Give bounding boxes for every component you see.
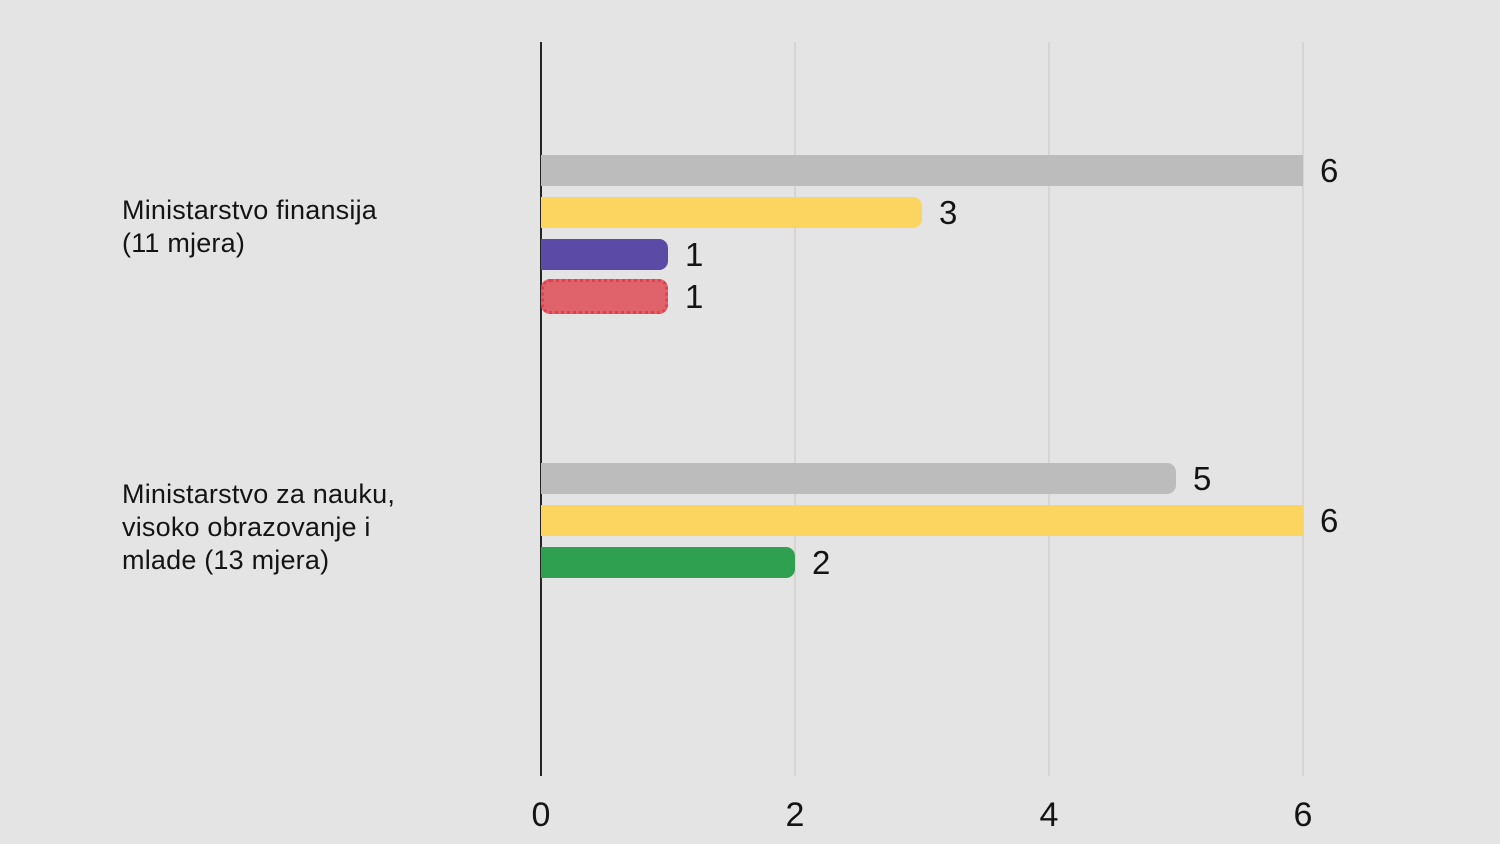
bar: [541, 463, 1176, 494]
bar: [541, 155, 1303, 186]
x-tick-label: 0: [531, 796, 551, 834]
x-tick-label: 2: [785, 796, 805, 834]
gridline: [1048, 42, 1050, 776]
x-tick-label: 4: [1039, 796, 1059, 834]
gridline: [1302, 42, 1304, 776]
bar: [541, 239, 668, 270]
bar: [541, 197, 922, 228]
x-tick-label: 6: [1293, 796, 1313, 834]
bar-value-label: 1: [685, 236, 704, 273]
category-label-line: (11 mjera): [122, 228, 246, 258]
category-label: Ministarstvo za nauku, visoko obrazovanje…: [122, 478, 395, 577]
category-label-line: mlade (13 mjera): [122, 545, 330, 575]
bar-value-label: 5: [1193, 460, 1212, 497]
bar-value-label: 6: [1320, 152, 1339, 189]
bar-value-label: 6: [1320, 502, 1339, 539]
y-axis-line: [540, 42, 542, 776]
gridline: [794, 42, 796, 776]
category-label-line: Ministarstvo za nauku,: [122, 479, 396, 509]
bar-value-label: 1: [685, 278, 704, 315]
category-label-line: Ministarstvo finansija: [122, 195, 377, 225]
bar: [541, 279, 668, 314]
bar: [541, 547, 795, 578]
bar-value-label: 2: [812, 544, 831, 581]
category-label: Ministarstvo finansija (11 mjera): [122, 194, 377, 260]
bar: [541, 505, 1303, 536]
bar-value-label: 3: [939, 194, 958, 231]
category-label-line: visoko obrazovanje i: [122, 512, 371, 542]
